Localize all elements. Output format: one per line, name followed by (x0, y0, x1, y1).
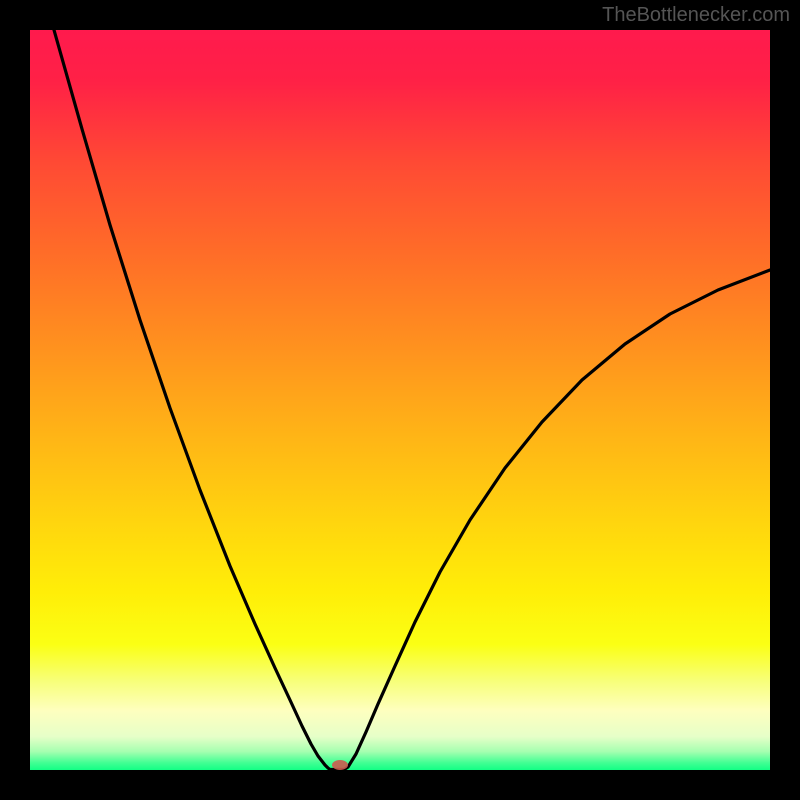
chart-canvas (0, 0, 800, 800)
bottleneck-chart: TheBottlenecker.com (0, 0, 800, 800)
optimum-marker (332, 760, 348, 770)
